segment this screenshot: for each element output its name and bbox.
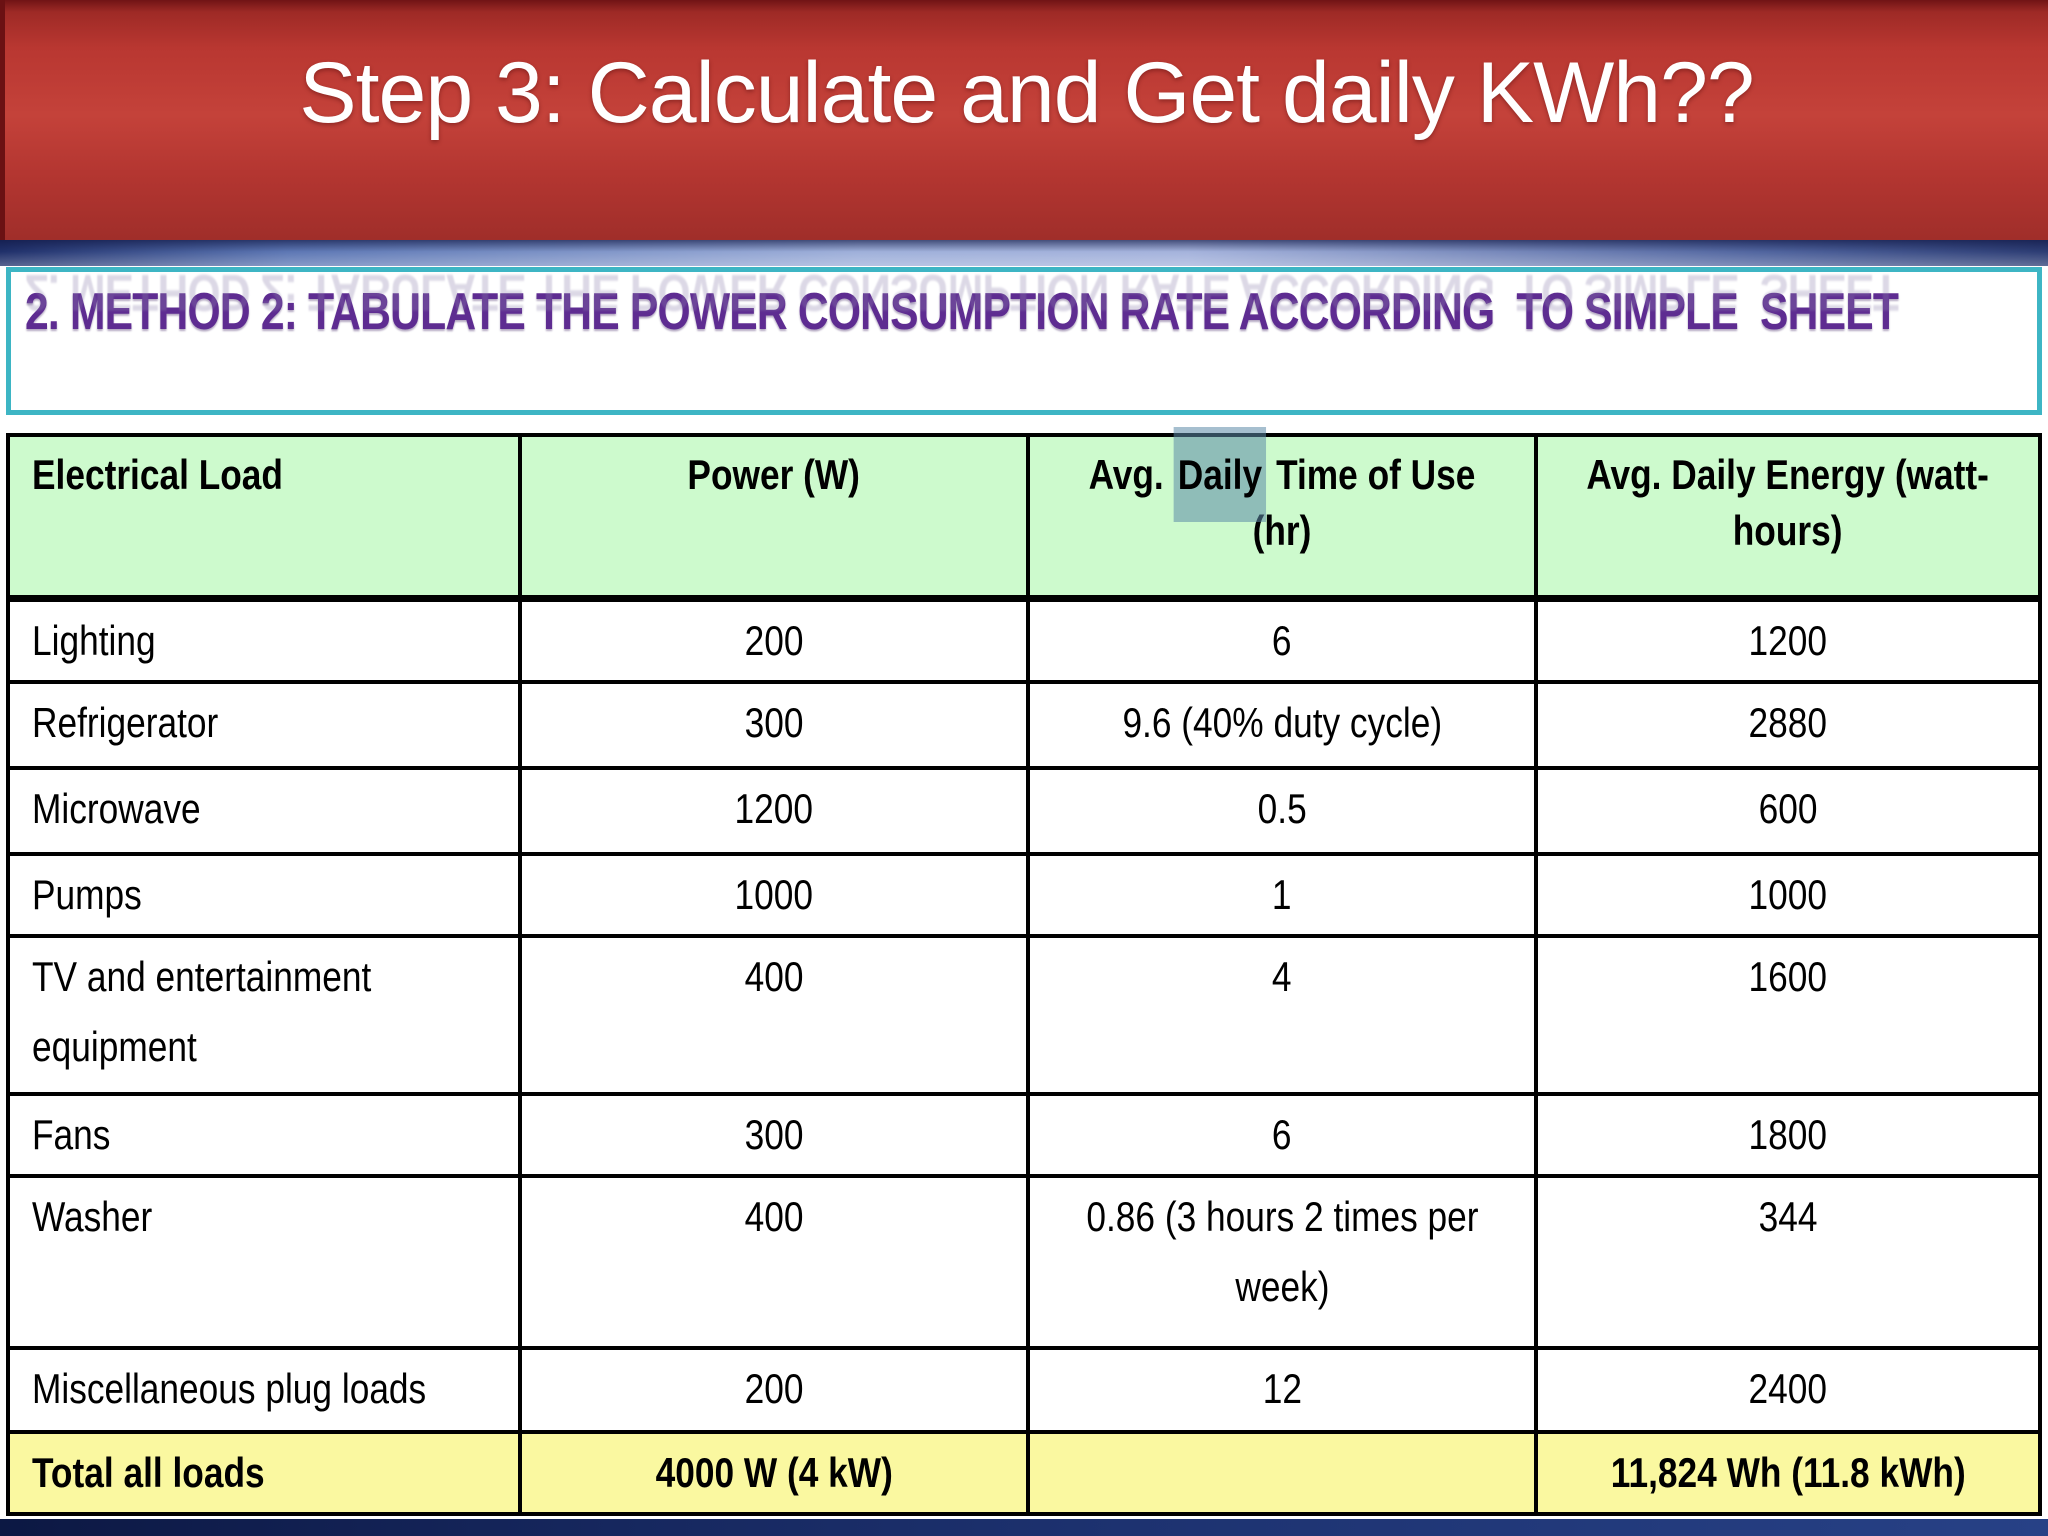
- cell-power: 400: [518, 933, 1031, 1096]
- table-row-refrigerator: Refrigerator 300 9.6 (40% duty cycle) 28…: [5, 679, 2042, 770]
- table-header-row: Electrical Load Power (W) Avg. Daily Tim…: [5, 427, 2042, 602]
- table-row-total: Total all loads 4000 W (4 kW) 11,824 Wh …: [5, 1429, 2042, 1516]
- cell-time: 6: [1026, 1091, 1539, 1178]
- cell-time: 1: [1026, 851, 1539, 938]
- cell-energy: 2880: [1534, 679, 2042, 770]
- cell-power: 1200: [518, 765, 1031, 856]
- cell-power: 300: [518, 679, 1031, 770]
- bottom-bar: [0, 1519, 2048, 1536]
- cell-time: 9.6 (40% duty cycle): [1026, 679, 1539, 770]
- table-row-washer: Washer 400 0.86 (3 hours 2 times per wee…: [5, 1173, 2042, 1350]
- cell-power: 300: [518, 1091, 1031, 1178]
- header-time-pre: Avg.: [1088, 451, 1174, 498]
- highlighted-word-daily: Daily: [1173, 427, 1267, 522]
- cell-load: Pumps: [5, 851, 523, 938]
- cell-energy: 2400: [1534, 1345, 2042, 1434]
- cell-power: 200: [518, 1345, 1031, 1434]
- title-banner: Step 3: Calculate and Get daily KWh??: [0, 0, 2048, 240]
- subtitle: 2. METHOD 2: TABULATE THE POWER CONSUMPT…: [25, 283, 1899, 341]
- cell-load: TV and entertainment equipment: [5, 933, 523, 1096]
- divider-strip: [0, 240, 2048, 266]
- cell-load: Microwave: [5, 765, 523, 856]
- cell-load: Miscellaneous plug loads: [5, 1345, 523, 1434]
- cell-time: 6: [1026, 596, 1539, 684]
- power-consumption-table: Electrical Load Power (W) Avg. Daily Tim…: [5, 427, 2042, 1516]
- table-row-pumps: Pumps 1000 1 1000: [5, 851, 2042, 938]
- table-row-tv-entertainment: TV and entertainment equipment 400 4 160…: [5, 933, 2042, 1096]
- cell-total-time: [1026, 1429, 1539, 1516]
- cell-total-power: 4000 W (4 kW): [518, 1429, 1031, 1516]
- cell-power: 1000: [518, 851, 1031, 938]
- cell-energy: 344: [1534, 1173, 2042, 1350]
- table-row-microwave: Microwave 1200 0.5 600: [5, 765, 2042, 856]
- cell-time: 12: [1026, 1345, 1539, 1434]
- header-time-post: Time of Use (hr): [1252, 451, 1476, 554]
- cell-energy: 1000: [1534, 851, 2042, 938]
- table-row-misc-plug-loads: Miscellaneous plug loads 200 12 2400: [5, 1345, 2042, 1434]
- cell-load: Refrigerator: [5, 679, 523, 770]
- cell-total-label: Total all loads: [5, 1429, 523, 1516]
- header-power: Power (W): [518, 433, 1031, 602]
- header-electrical-load: Electrical Load: [5, 433, 523, 602]
- subtitle-line: 2. METHOD 2: TABULATE THE POWER CONSUMPT…: [11, 272, 2037, 342]
- cell-energy: 1600: [1534, 933, 2042, 1096]
- header-avg-daily-energy: Avg. Daily Energy (watt- hours): [1534, 433, 2042, 602]
- cell-energy: 1200: [1534, 596, 2042, 684]
- cell-time: 0.86 (3 hours 2 times per week): [1026, 1173, 1539, 1350]
- cell-load: Washer: [5, 1173, 523, 1350]
- cell-energy: 1800: [1534, 1091, 2042, 1178]
- slide-title: Step 3: Calculate and Get daily KWh??: [299, 45, 1755, 141]
- cell-power: 400: [518, 1173, 1031, 1350]
- cell-time: 0.5: [1026, 765, 1539, 856]
- cell-time: 4: [1026, 933, 1539, 1096]
- table-row-fans: Fans 300 6 1800: [5, 1091, 2042, 1178]
- cell-load: Lighting: [5, 596, 523, 684]
- subtitle-box: 2. METHOD 2: TABULATE THE POWER CONSUMPT…: [6, 267, 2042, 415]
- cell-power: 200: [518, 596, 1031, 684]
- header-avg-daily-time: Avg. Daily Time of Use (hr): [1026, 427, 1539, 602]
- cell-load: Fans: [5, 1091, 523, 1178]
- table-row-lighting: Lighting 200 6 1200: [5, 596, 2042, 684]
- cell-energy: 600: [1534, 765, 2042, 856]
- cell-total-energy: 11,824 Wh (11.8 kWh): [1534, 1429, 2042, 1516]
